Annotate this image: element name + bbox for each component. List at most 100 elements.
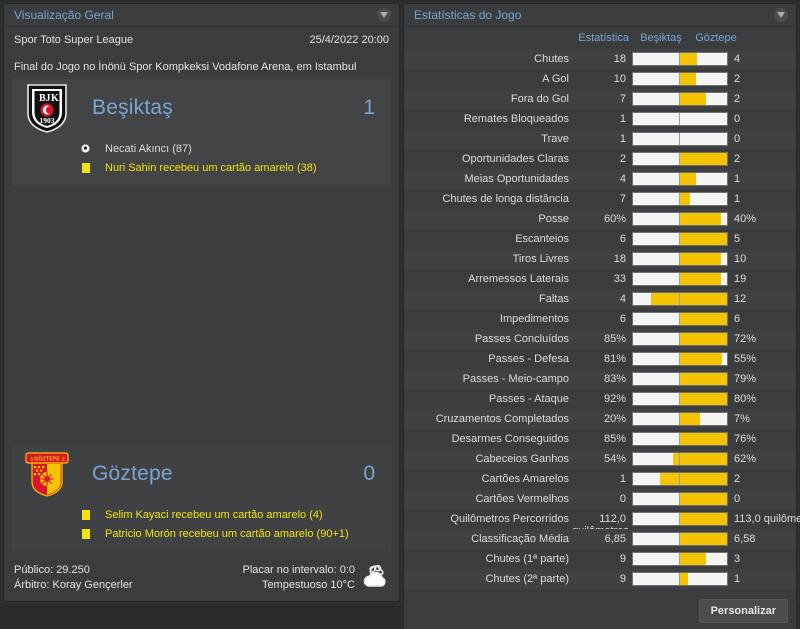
stat-bar [632, 252, 728, 266]
stat-label: Meias Oportunidades [464, 173, 569, 185]
away-bar-fill [680, 153, 727, 165]
stat-label: Faltas [539, 293, 569, 305]
away-bar-half [680, 233, 727, 245]
home-value: 92% [603, 393, 626, 405]
home-bar-half [633, 153, 680, 165]
home-bar-half [633, 133, 680, 145]
ball-icon [80, 143, 91, 154]
event-text: Necati Akıncı (87) [105, 142, 192, 155]
home-team-name: Beşiktaş [92, 96, 173, 119]
stat-bar [632, 432, 728, 446]
away-value: 76% [734, 433, 757, 445]
away-value: 2 [734, 153, 741, 165]
chevron-down-icon[interactable] [377, 8, 391, 22]
home-bar-half [633, 433, 680, 445]
stat-bar [632, 532, 728, 546]
away-value: 6,58 [734, 533, 756, 545]
stat-bar [632, 192, 728, 206]
away-bar-fill [680, 193, 691, 205]
col-header-away: Göztepe [695, 32, 737, 44]
yellow-card-icon [80, 162, 91, 173]
table-row: Cabeceios Ganhos 54% 62% [404, 449, 796, 469]
away-bar-half [680, 273, 727, 285]
away-value: 1 [734, 573, 741, 585]
away-bar-fill [680, 73, 696, 85]
stat-label: Quilômetros Percorridos [450, 513, 569, 525]
away-value: 19 [734, 273, 747, 285]
stat-bar [632, 272, 728, 286]
stat-bar [632, 212, 728, 226]
attendance-text: Público: 29.250 [14, 564, 90, 576]
stat-label: Passes - Ataque [488, 393, 569, 405]
away-value: 0 [734, 133, 741, 145]
away-value: 0 [734, 113, 741, 125]
away-bar-half [680, 73, 727, 85]
stat-label: Passes Concluídos [474, 333, 569, 345]
away-value: 0 [734, 493, 741, 505]
home-value: 10 [613, 73, 626, 85]
home-value: 54% [603, 453, 626, 465]
stat-label: Impedimentos [499, 313, 569, 325]
table-row: Chutes de longa distância 7 1 [404, 189, 796, 209]
stat-label: Cartões Vermelhos [475, 493, 569, 505]
svg-text:GÖZTEPE: GÖZTEPE [34, 456, 60, 463]
overview-title-text: Visualização Geral [14, 8, 114, 22]
away-value: 6 [734, 313, 741, 325]
away-bar-half [680, 133, 727, 145]
away-value: 40% [734, 213, 757, 225]
away-bar-half [680, 173, 727, 185]
away-bar-fill [680, 173, 696, 185]
stat-bar [632, 172, 728, 186]
stat-label: Escanteios [515, 233, 569, 245]
home-bar-half [633, 533, 680, 545]
away-bar-half [680, 453, 727, 465]
weather-text: Tempestuoso 10°C [261, 579, 355, 591]
home-value: 85% [603, 333, 626, 345]
stat-bar [632, 92, 728, 106]
overview-body: Spor Toto Super League 25/4/2022 20:00 F… [4, 27, 399, 601]
away-bar-fill [680, 433, 727, 445]
stat-bar [632, 152, 728, 166]
svg-text:2: 2 [62, 457, 65, 463]
stat-label: Trave [541, 133, 569, 145]
away-value: 80% [734, 393, 757, 405]
stat-label: Desarmes Conseguidos [451, 433, 569, 445]
home-value: 83% [603, 373, 626, 385]
away-value: 5 [734, 233, 741, 245]
home-bar-half [633, 293, 680, 305]
team-block-home: B J K 1903 Beşiktaş 1 [12, 79, 391, 185]
away-bar-half [680, 433, 727, 445]
away-bar-half [680, 513, 727, 525]
stat-label: Posse [538, 213, 569, 225]
away-bar-fill [680, 273, 722, 285]
home-bar-half [633, 193, 680, 205]
away-value: 12 [734, 293, 747, 305]
home-bar-half [633, 93, 680, 105]
stats-footer: Personalizar [404, 589, 796, 629]
away-bar-half [680, 153, 727, 165]
customize-button[interactable]: Personalizar [698, 599, 788, 623]
home-value: 60% [603, 213, 626, 225]
stat-bar [632, 572, 728, 586]
home-bar-half [633, 493, 680, 505]
away-bar-fill [680, 413, 700, 425]
chevron-down-icon[interactable] [774, 8, 788, 22]
away-bar-half [680, 333, 727, 345]
away-bar-fill [680, 473, 727, 485]
home-value: 9 [619, 553, 626, 565]
table-row: Trave 1 0 [404, 129, 796, 149]
home-bar-half [633, 413, 680, 425]
table-row: Arremessos Laterais 33 19 [404, 269, 796, 289]
competition-row: Spor Toto Super League 25/4/2022 20:00 [4, 27, 399, 61]
halftime-score-text: Placar no intervalo: 0:0 [242, 564, 355, 576]
table-row: Cartões Vermelhos 0 0 [404, 489, 796, 509]
table-row: Passes - Meio-campo 83% 79% [404, 369, 796, 389]
away-team-score: 0 [363, 462, 375, 485]
home-bar-fill [673, 453, 679, 465]
match-footer: Público: 29.250 Árbitro: Koray Gençerler… [4, 557, 399, 601]
team-header-away: GÖZTEPE 1 2 [12, 445, 391, 503]
team-header-home: B J K 1903 Beşiktaş 1 [12, 79, 391, 137]
away-bar-half [680, 293, 727, 305]
besiktas-crest-icon: B J K 1903 [24, 83, 70, 133]
stats-table: Chutes 18 4 A Gol 10 2 Fora do Gol 7 2 Remates Bl… [404, 49, 800, 589]
